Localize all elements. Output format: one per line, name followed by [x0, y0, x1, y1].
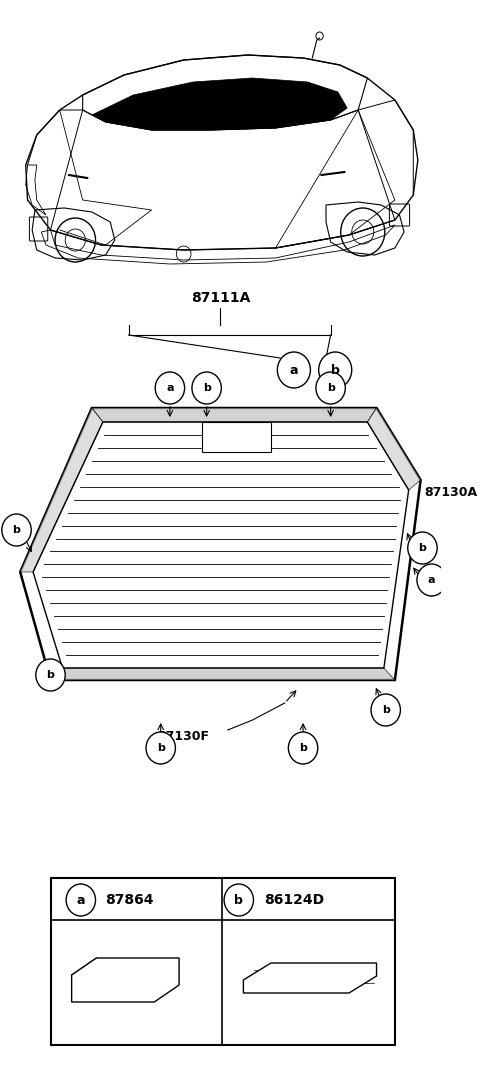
- Circle shape: [288, 732, 318, 764]
- Text: b: b: [234, 894, 243, 907]
- Text: b: b: [382, 705, 390, 714]
- Circle shape: [277, 352, 311, 388]
- Text: a: a: [289, 363, 298, 377]
- Circle shape: [2, 514, 31, 546]
- Polygon shape: [92, 78, 347, 130]
- Text: b: b: [299, 743, 307, 753]
- Text: a: a: [428, 575, 435, 585]
- Text: b: b: [327, 383, 335, 393]
- Polygon shape: [243, 963, 376, 993]
- Text: 86124D: 86124D: [264, 893, 324, 907]
- Text: 87130A: 87130A: [424, 486, 478, 499]
- Circle shape: [36, 659, 65, 691]
- Circle shape: [417, 564, 446, 596]
- Circle shape: [66, 884, 96, 916]
- Polygon shape: [92, 408, 376, 422]
- Polygon shape: [20, 408, 103, 572]
- Text: b: b: [419, 543, 426, 553]
- Circle shape: [371, 694, 400, 726]
- Circle shape: [319, 352, 352, 388]
- Text: b: b: [47, 670, 54, 680]
- Text: b: b: [157, 743, 165, 753]
- Text: 87864: 87864: [106, 893, 154, 907]
- Polygon shape: [72, 958, 179, 1002]
- Text: b: b: [331, 363, 340, 377]
- Text: 87111A: 87111A: [191, 290, 250, 305]
- Text: b: b: [203, 383, 211, 393]
- Polygon shape: [367, 408, 420, 490]
- Polygon shape: [50, 668, 395, 680]
- Circle shape: [192, 372, 221, 404]
- Circle shape: [224, 884, 253, 916]
- Circle shape: [408, 532, 437, 564]
- Polygon shape: [202, 422, 271, 452]
- Circle shape: [316, 372, 345, 404]
- Text: a: a: [77, 894, 85, 907]
- Circle shape: [155, 372, 185, 404]
- Text: a: a: [166, 383, 174, 393]
- Text: 87130F: 87130F: [157, 731, 210, 743]
- Text: b: b: [12, 525, 21, 535]
- Circle shape: [146, 732, 175, 764]
